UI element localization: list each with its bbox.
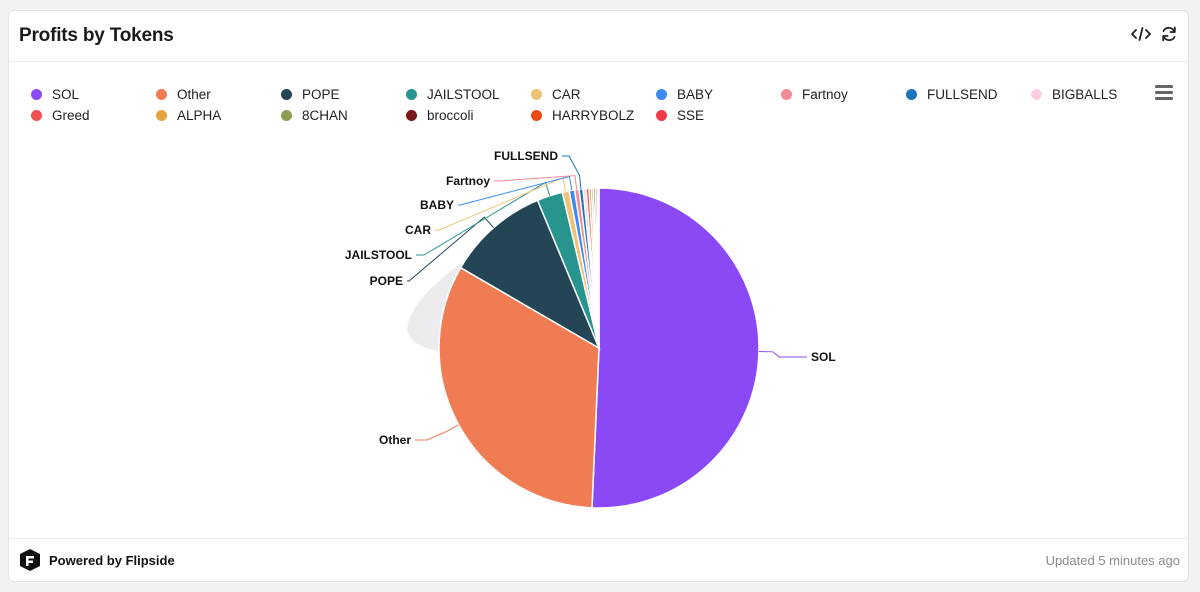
connector-line: [415, 424, 459, 441]
legend-item[interactable]: HARRYBOLZ: [531, 106, 634, 124]
legend-marker: [281, 109, 292, 121]
code-icon[interactable]: [1131, 24, 1151, 44]
legend-label: SOL: [52, 86, 80, 102]
slice-label: POPE: [370, 274, 403, 288]
page-title: Profits by Tokens: [19, 25, 174, 46]
legend-marker: [406, 88, 417, 100]
legend-item[interactable]: SSE: [656, 106, 704, 124]
pie-chart: SOL Other POPE JAILSTOOL CAR BABY Fartnoy FULLS…: [345, 149, 836, 509]
slice-label: Other: [379, 433, 411, 447]
legend-label: Other: [177, 86, 211, 102]
legend-marker: [281, 88, 292, 100]
legend-label: BIGBALLS: [1052, 86, 1118, 102]
legend-item[interactable]: CAR: [531, 85, 581, 103]
legend-item[interactable]: Other: [156, 85, 211, 103]
legend-label: CAR: [552, 86, 581, 102]
legend-marker: [406, 109, 417, 121]
legend-item[interactable]: SOL: [31, 85, 79, 103]
legend-label: SSE: [677, 107, 705, 123]
legend-label: Fartnoy: [802, 86, 848, 102]
legend-item[interactable]: ALPHA: [156, 106, 221, 124]
legend-item[interactable]: JAILSTOOL: [406, 85, 500, 103]
pie-slice-other[interactable]: [438, 266, 600, 509]
legend-item[interactable]: Fartnoy: [781, 85, 848, 103]
connector-line: [458, 175, 573, 206]
legend-marker: [906, 88, 917, 100]
legend-marker: [156, 88, 167, 100]
legend-item[interactable]: POPE: [281, 85, 340, 103]
hamburger-menu-icon[interactable]: [1154, 84, 1174, 102]
legend-marker: [1031, 88, 1042, 100]
card-header: Profits by Tokens: [9, 11, 1188, 62]
legend-marker: [656, 88, 667, 100]
legend-label: HARRYBOLZ: [552, 107, 635, 123]
refresh-icon[interactable]: [1159, 24, 1179, 44]
connector-line: [758, 351, 807, 358]
legend-marker: [31, 88, 42, 100]
legend-item[interactable]: broccoli: [406, 106, 474, 124]
watermark-shape: [407, 261, 464, 351]
connector-line: [435, 177, 567, 231]
slice-label: SOL: [811, 350, 836, 364]
slice-label: CAR: [405, 223, 431, 237]
legend-label: ALPHA: [177, 107, 222, 123]
legend-item[interactable]: BIGBALLS: [1031, 85, 1117, 103]
chart-legend: SOL Other POPE JAILSTOOL CAR BABY Fartnoy FULLS…: [31, 85, 1131, 129]
updated-timestamp: Updated 5 minutes ago: [1045, 553, 1180, 568]
legend-label: Greed: [52, 107, 90, 123]
legend-marker: [781, 88, 792, 100]
connector-line: [494, 175, 578, 190]
legend-marker: [656, 109, 667, 121]
flipside-logo-icon: [18, 548, 42, 577]
legend-marker: [31, 109, 42, 121]
legend-marker: [531, 88, 542, 100]
legend-item[interactable]: BABY: [656, 85, 713, 103]
slice-label: JAILSTOOL: [345, 248, 412, 262]
legend-item[interactable]: Greed: [31, 106, 90, 124]
legend-label: JAILSTOOL: [427, 86, 500, 102]
legend-label: POPE: [302, 86, 340, 102]
legend-label: FULLSEND: [927, 86, 998, 102]
slice-label: FULLSEND: [494, 149, 558, 163]
chart-card: Profits by Tokens SOL Other POPE JAILSTOOL C…: [8, 10, 1189, 582]
legend-label: 8CHAN: [302, 107, 348, 123]
connector-line: [562, 155, 582, 190]
pie-slice-sse[interactable]: [596, 187, 600, 349]
card-footer: Powered by Flipside Updated 5 minutes ag…: [9, 538, 1188, 581]
legend-item[interactable]: FULLSEND: [906, 85, 998, 103]
legend-marker: [531, 109, 542, 121]
slice-label: Fartnoy: [446, 174, 490, 188]
legend-item[interactable]: 8CHAN: [281, 106, 348, 124]
slice-label: BABY: [420, 198, 454, 212]
connector-line: [416, 181, 551, 256]
legend-label: broccoli: [427, 107, 474, 123]
legend-marker: [156, 109, 167, 121]
legend-label: BABY: [677, 86, 714, 102]
connector-line: [407, 216, 494, 282]
powered-by-text[interactable]: Powered by Flipside: [49, 553, 175, 568]
pie-slice-sol[interactable]: [591, 187, 760, 509]
